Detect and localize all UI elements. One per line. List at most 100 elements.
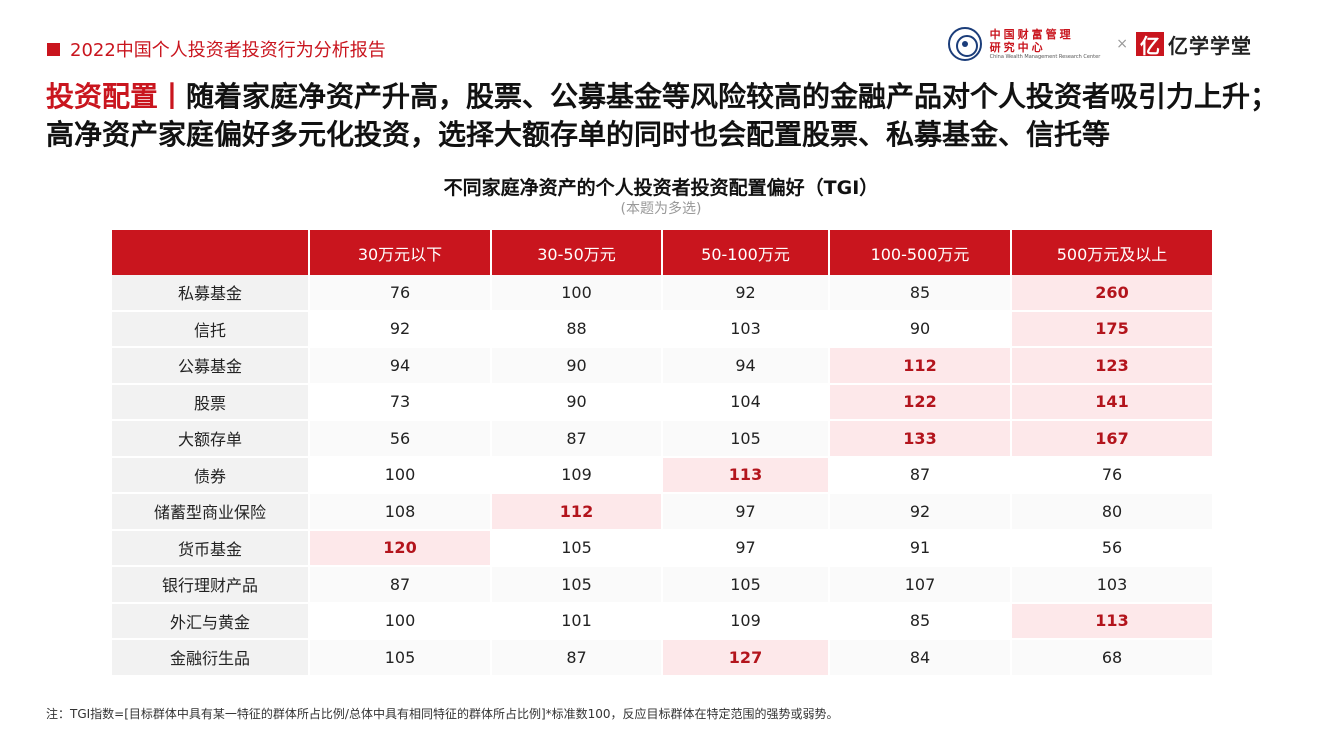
- brand-mark-icon: 亿: [1136, 32, 1164, 58]
- row-label: 储蓄型商业保险: [112, 494, 310, 531]
- red-square-icon: [47, 42, 60, 56]
- tgi-value: 109: [492, 457, 663, 494]
- table-row: 储蓄型商业保险 108 112 97 92 80: [112, 494, 1212, 531]
- tgi-value: 90: [830, 311, 1012, 348]
- row-label: 公募基金: [112, 348, 310, 385]
- tgi-value: 56: [1012, 530, 1212, 567]
- table-row: 货币基金 120 105 97 91 56: [112, 530, 1212, 567]
- tgi-value-highlight: 167: [1012, 421, 1212, 458]
- row-label: 外汇与黄金: [112, 603, 310, 640]
- tgi-value: 85: [830, 275, 1012, 312]
- tgi-value: 92: [830, 494, 1012, 531]
- headline-text: 随着家庭净资产升高，股票、公募基金等风险较高的金融产品对个人投资者吸引力上升；高…: [46, 80, 1279, 151]
- tgi-value: 100: [310, 457, 492, 494]
- headline-divider: 丨: [158, 80, 187, 113]
- table-row: 大额存单 56 87 105 133 167: [112, 421, 1212, 458]
- footnote: 注：TGI指数=[目标群体中具有某一特征的群体所占比例/总体中具有相同特征的群体…: [46, 707, 839, 721]
- partner-logos: 中国财富管理研究中心 China Wealth Management Resea…: [947, 26, 1252, 62]
- tgi-value: 87: [830, 457, 1012, 494]
- column-header: 30万元以下: [310, 230, 492, 275]
- tgi-value: 84: [830, 640, 1012, 677]
- headline-label: 投资配置: [46, 80, 159, 113]
- header-corner-cell: [112, 230, 310, 275]
- tgi-value: 103: [1012, 567, 1212, 604]
- logo-separator: ×: [1116, 36, 1128, 52]
- table-row: 金融衍生品 105 87 127 84 68: [112, 640, 1212, 677]
- research-center-seal-icon: [947, 27, 982, 61]
- tgi-value: 80: [1012, 494, 1212, 531]
- tgi-value: 68: [1012, 640, 1212, 677]
- tgi-value: 108: [310, 494, 492, 531]
- tgi-value: 85: [830, 603, 1012, 640]
- tgi-value-highlight: 260: [1012, 275, 1212, 312]
- tgi-value: 100: [310, 603, 492, 640]
- tgi-value: 105: [492, 567, 663, 604]
- table-row: 债券 100 109 113 87 76: [112, 457, 1212, 494]
- brand-name: 亿学学堂: [1168, 33, 1252, 58]
- tgi-value-highlight: 141: [1012, 384, 1212, 421]
- column-header: 50-100万元: [663, 230, 830, 275]
- table-row: 私募基金 76 100 92 85 260: [112, 275, 1212, 312]
- research-center-name-cn: 中国财富管理研究中心: [989, 27, 1074, 54]
- table-row: 外汇与黄金 100 101 109 85 113: [112, 603, 1212, 640]
- page-headline: 投资配置丨随着家庭净资产升高，股票、公募基金等风险较高的金融产品对个人投资者吸引…: [46, 78, 1286, 154]
- report-header: 2022中国个人投资者投资行为分析报告: [47, 36, 386, 62]
- table-title: 不同家庭净资产的个人投资者投资配置偏好（TGI）: [443, 177, 879, 199]
- row-label: 股票: [112, 384, 310, 421]
- row-label: 大额存单: [112, 421, 310, 458]
- tgi-value: 87: [492, 421, 663, 458]
- tgi-value: 101: [492, 603, 663, 640]
- table-row: 银行理财产品 87 105 105 107 103: [112, 567, 1212, 604]
- tgi-value-highlight: 127: [663, 640, 830, 677]
- tgi-value: 73: [310, 384, 492, 421]
- tgi-value: 97: [663, 494, 830, 531]
- tgi-value: 56: [310, 421, 492, 458]
- tgi-value: 76: [1012, 457, 1212, 494]
- row-label: 债券: [112, 457, 310, 494]
- table-header-row: 30万元以下 30-50万元 50-100万元 100-500万元 500万元及以上: [112, 230, 1212, 275]
- row-label: 货币基金: [112, 530, 310, 567]
- tgi-value: 109: [663, 603, 830, 640]
- tgi-value-highlight: 112: [492, 494, 663, 531]
- research-center-logo: 中国财富管理研究中心 China Wealth Management Resea…: [990, 28, 1101, 61]
- tgi-value-highlight: 120: [310, 530, 492, 567]
- tgi-value: 92: [310, 311, 492, 348]
- tgi-value: 105: [663, 567, 830, 604]
- research-center-name-en: China Wealth Management Research Center: [989, 53, 1101, 60]
- tgi-value: 105: [492, 530, 663, 567]
- row-label: 金融衍生品: [112, 640, 310, 677]
- table-row: 公募基金 94 90 94 112 123: [112, 348, 1212, 385]
- tgi-value: 105: [663, 421, 830, 458]
- tgi-value: 91: [830, 530, 1012, 567]
- tgi-value: 105: [310, 640, 492, 677]
- table-subtitle: (本题为多选): [620, 201, 702, 217]
- tgi-value: 87: [492, 640, 663, 677]
- tgi-value: 90: [492, 384, 663, 421]
- tgi-value-highlight: 123: [1012, 348, 1212, 385]
- tgi-value: 88: [492, 311, 663, 348]
- tgi-value: 107: [830, 567, 1012, 604]
- column-header: 500万元及以上: [1012, 230, 1212, 275]
- tgi-value: 94: [663, 348, 830, 385]
- tgi-value: 97: [663, 530, 830, 567]
- tgi-value: 103: [663, 311, 830, 348]
- tgi-value: 87: [310, 567, 492, 604]
- column-header: 30-50万元: [492, 230, 663, 275]
- tgi-value-highlight: 113: [663, 457, 830, 494]
- tgi-value-highlight: 175: [1012, 311, 1212, 348]
- tgi-value-highlight: 112: [830, 348, 1012, 385]
- row-label: 私募基金: [112, 275, 310, 312]
- tgi-value-highlight: 133: [830, 421, 1012, 458]
- report-title: 2022中国个人投资者投资行为分析报告: [70, 40, 386, 61]
- tgi-value: 92: [663, 275, 830, 312]
- tgi-value: 100: [492, 275, 663, 312]
- tgi-value: 76: [310, 275, 492, 312]
- tgi-value: 90: [492, 348, 663, 385]
- tgi-value: 104: [663, 384, 830, 421]
- tgi-value: 94: [310, 348, 492, 385]
- tgi-value-highlight: 113: [1012, 603, 1212, 640]
- row-label: 银行理财产品: [112, 567, 310, 604]
- tgi-value-highlight: 122: [830, 384, 1012, 421]
- column-header: 100-500万元: [830, 230, 1012, 275]
